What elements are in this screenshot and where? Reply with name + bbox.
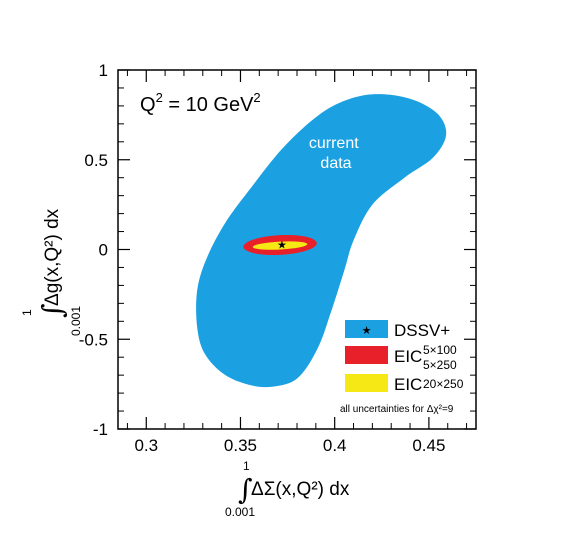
legend-swatch-dssv — [345, 320, 388, 338]
title-mid: = 10 GeV — [163, 94, 254, 116]
legend-marker-dssv: ★ — [362, 325, 372, 337]
y-axis-integral-upper: 1 — [20, 309, 34, 316]
y-ticks: 1 0.5 0 -0.5 -1 — [79, 61, 476, 439]
y-tick-label: 0.5 — [84, 151, 108, 170]
y-tick-label: -0.5 — [79, 330, 108, 349]
x-axis-integral-sign: ∫ — [238, 473, 253, 506]
legend-note: all uncertainties for Δχ²=9 — [340, 404, 454, 415]
x-tick-label: 0.4 — [323, 436, 347, 455]
x-tick-label: 0.35 — [224, 436, 257, 455]
points-layer: ★ — [277, 240, 287, 252]
title-q: Q — [140, 94, 156, 116]
point-dssv-: ★ — [277, 240, 287, 252]
x-axis-integral-upper: 1 — [243, 459, 250, 473]
y-tick-label: 0 — [99, 241, 108, 260]
y-axis-integral-sign: ∫ — [36, 303, 69, 318]
title-gev-exp: 2 — [253, 90, 260, 105]
region-label-line-1: current — [309, 135, 359, 152]
x-axis-title: ∫ 1 0.001 ΔΣ(x,Q²) dx — [225, 459, 350, 519]
legend-sub-eic-red-bottom: 5×250 — [423, 358, 457, 372]
legend-label-eic-yellow: EIC — [394, 375, 422, 394]
x-axis-integral-lower: 0.001 — [225, 505, 255, 519]
x-ticks: 0.3 0.35 0.4 0.45 — [126, 70, 468, 455]
legend-label-eic-red: EIC — [394, 347, 422, 366]
legend-sub-eic-red-top: 5×100 — [423, 343, 457, 357]
legend-swatch-eic-yellow — [345, 374, 388, 392]
legend-swatch-eic-red — [345, 346, 388, 364]
regions-layer — [196, 94, 447, 388]
y-tick-label: 1 — [99, 61, 108, 80]
title-q-exp: 2 — [156, 90, 163, 105]
legend-label-dssv: DSSV+ — [394, 321, 450, 340]
y-tick-label: -1 — [93, 420, 108, 439]
region-eic-20-250 — [252, 241, 308, 250]
y-axis-expression-text: Δg(x,Q²) dx — [42, 208, 63, 306]
region-label-current-data: current data — [309, 135, 363, 172]
region-current-data — [196, 94, 447, 388]
x-tick-label: 0.45 — [412, 436, 445, 455]
x-axis-expression-text: ΔΣ(x,Q²) dx — [251, 479, 350, 500]
legend-sub-eic-yellow: 20×250 — [423, 377, 464, 391]
y-axis-expression: Δg(x,Q²) dx — [42, 208, 63, 306]
x-axis-expression: ΔΣ(x,Q²) dx — [251, 479, 350, 500]
x-tick-label: 0.3 — [134, 436, 158, 455]
chart-title: Q2 = 10 GeV2 — [140, 90, 261, 116]
y-axis-title: ∫ 1 0.001 Δg(x,Q²) dx — [20, 208, 83, 336]
region-label-line-2: data — [320, 155, 351, 172]
y-axis-integral-lower: 0.001 — [69, 306, 83, 336]
legend: ★ DSSV+ EIC 5×100 5×250 EIC 20×250 all u… — [340, 320, 464, 415]
